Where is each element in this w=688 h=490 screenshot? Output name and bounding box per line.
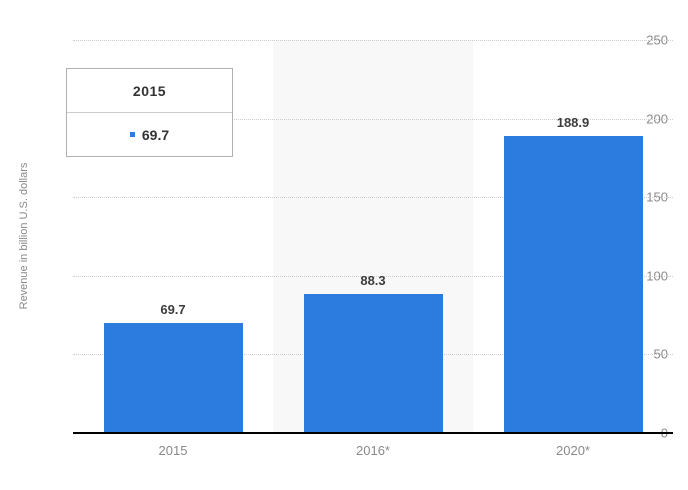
tooltip-value: 69.7 <box>141 126 170 143</box>
bar-2015[interactable] <box>103 323 243 433</box>
x-tick-label-2016*: 2016* <box>356 443 390 458</box>
bar-value-label-2020*: 188.9 <box>556 115 590 131</box>
tooltip-title: 2015 <box>132 82 167 99</box>
gridline-200 <box>73 118 673 120</box>
x-axis-line <box>73 432 673 434</box>
tooltip: 2015 69.7 <box>66 68 233 157</box>
plot-area: 69.7 88.3 188.9 <box>73 40 673 434</box>
gridline-150 <box>73 197 673 199</box>
gridline-100 <box>73 275 673 277</box>
bar-value-label-2015: 69.7 <box>160 302 186 318</box>
bar-2020*[interactable] <box>503 136 643 433</box>
tooltip-value-row: 69.7 <box>67 113 232 156</box>
bar-value-label-2016*: 88.3 <box>360 273 386 289</box>
series-marker-icon <box>129 132 135 137</box>
tooltip-divider <box>67 112 232 113</box>
x-tick-label-2020*: 2020* <box>556 443 590 458</box>
gridline-250 <box>73 40 673 41</box>
y-axis-title: Revenue in billion U.S. dollars <box>18 162 30 310</box>
bar-2016*[interactable] <box>303 294 443 433</box>
x-tick-label-2015: 2015 <box>158 443 188 458</box>
